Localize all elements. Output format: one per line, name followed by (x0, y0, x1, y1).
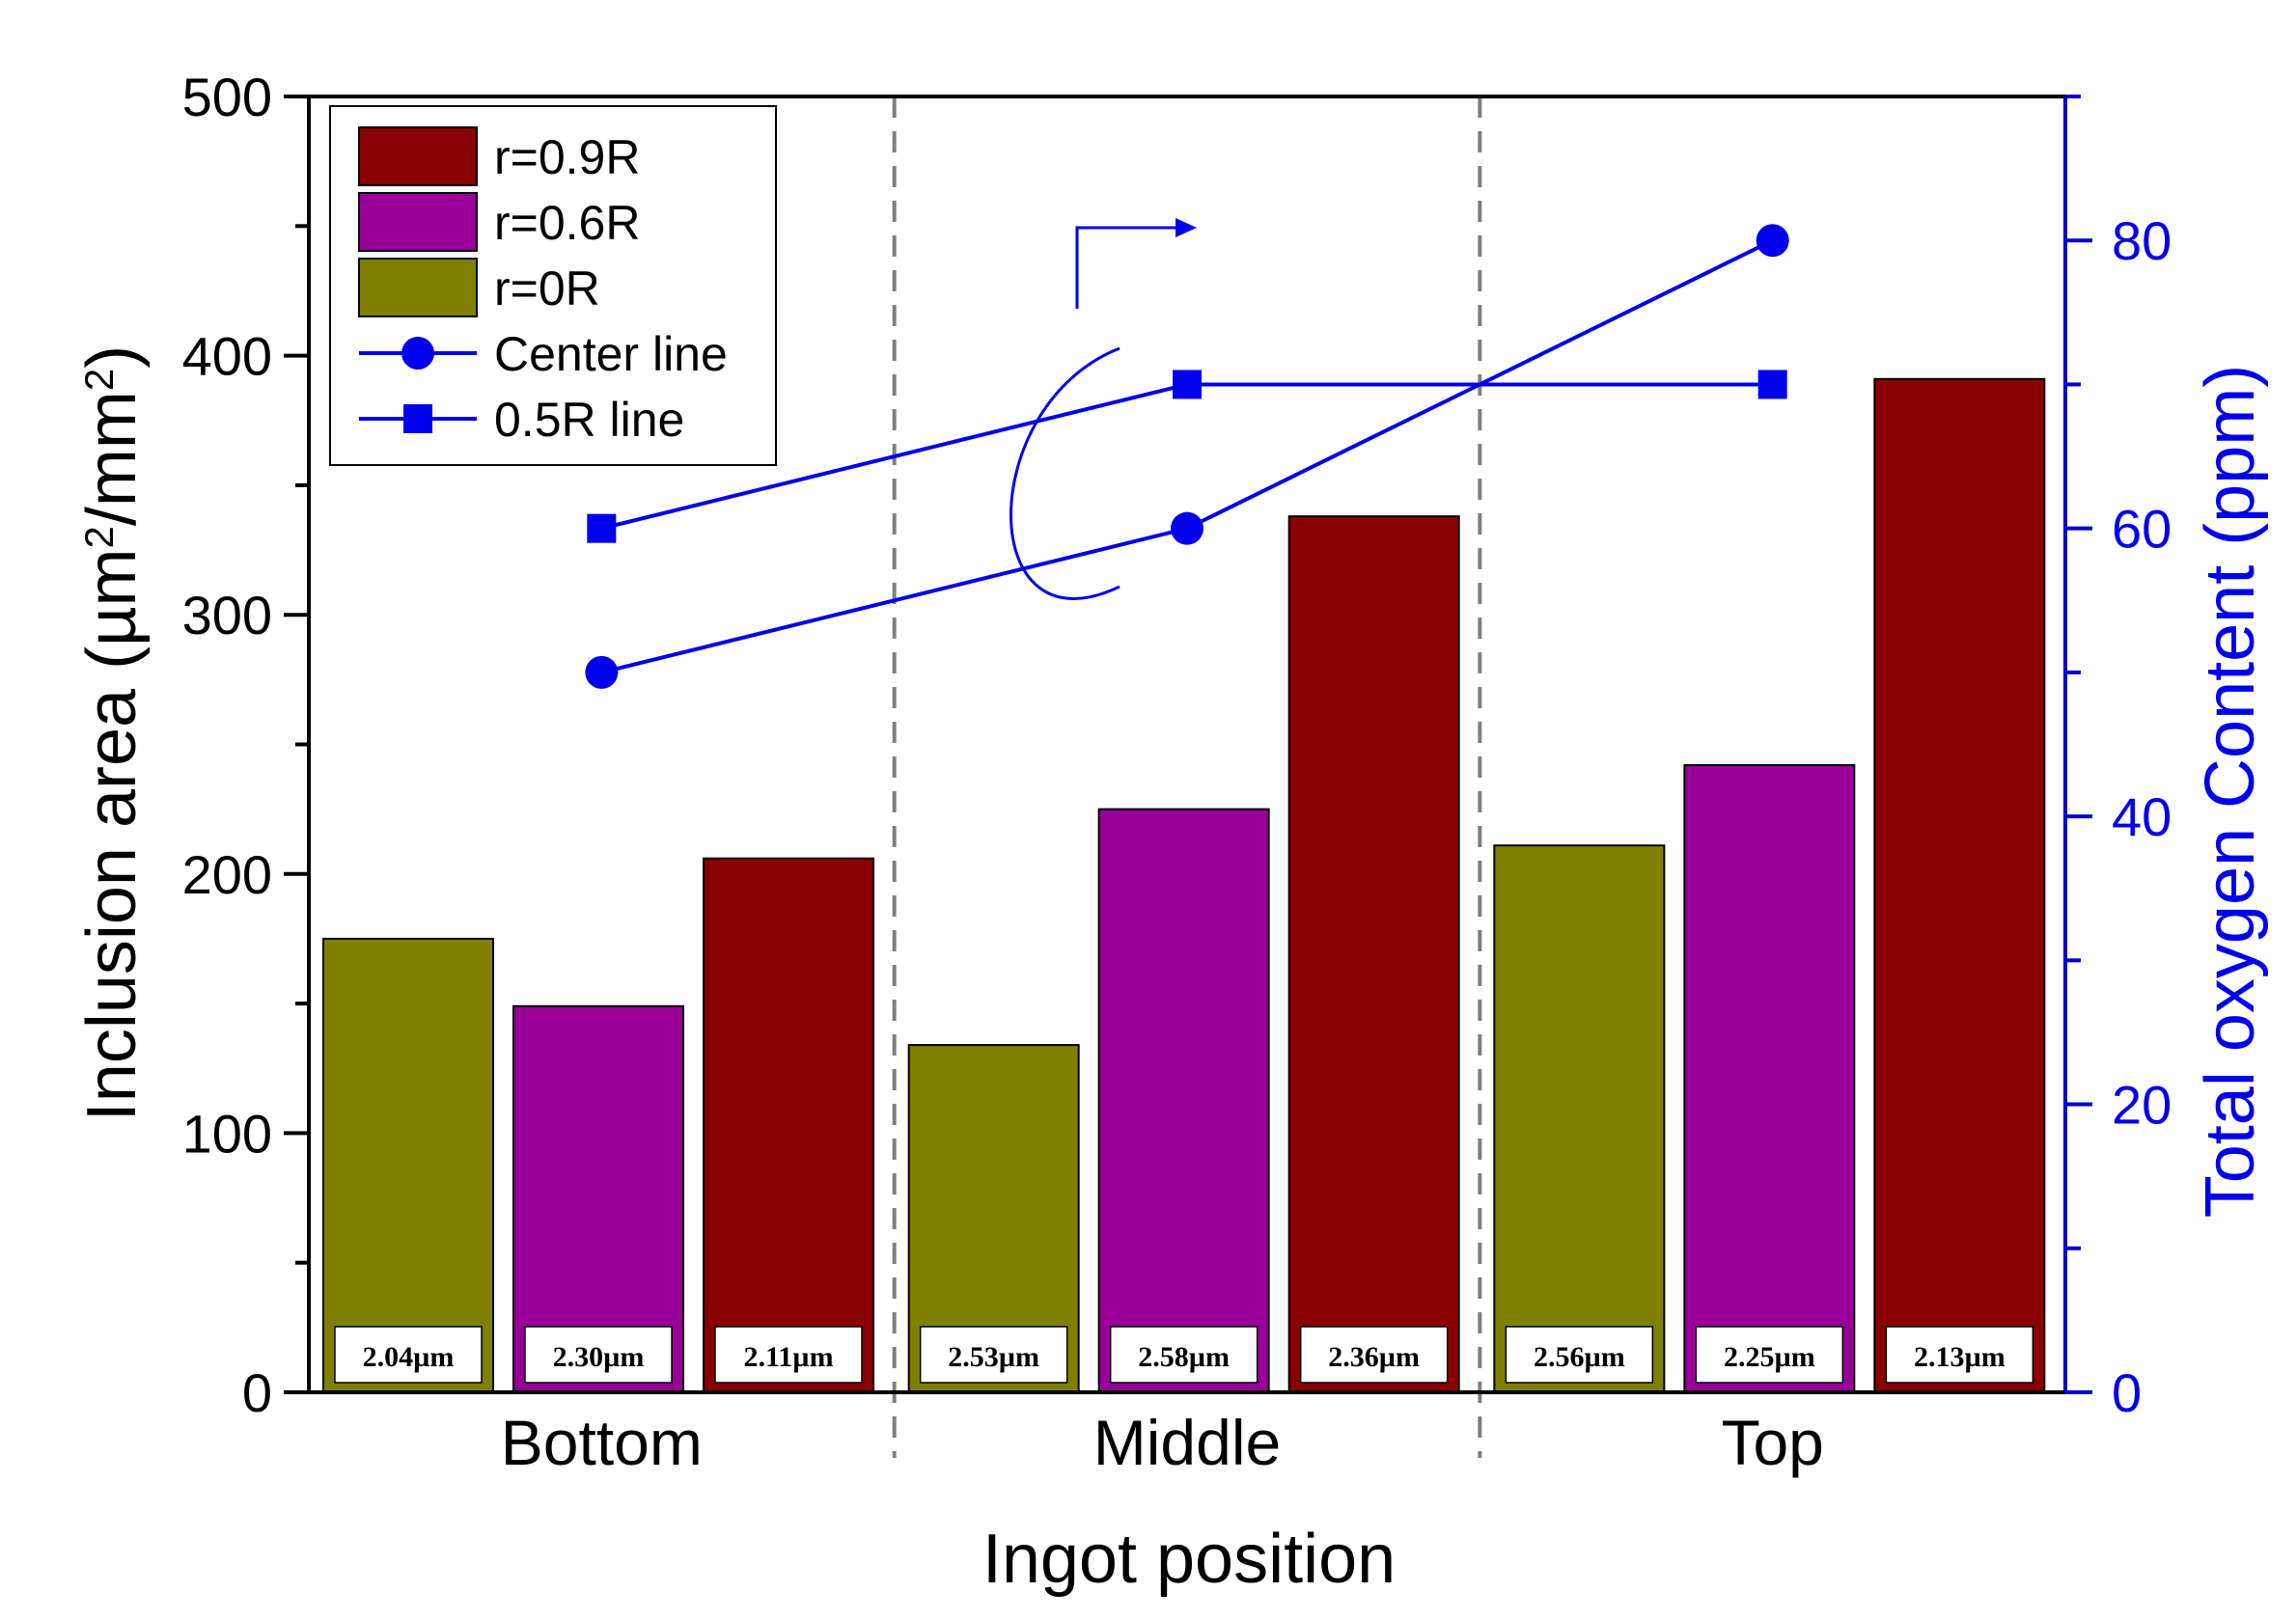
y-axis-title-sup-a: 2 (76, 526, 122, 548)
bar-label-box (1885, 1326, 2034, 1384)
x-category-label: Bottom (501, 1407, 703, 1478)
y-tick-label: 300 (182, 585, 272, 645)
y-axis-title-sup-b: 2 (76, 369, 122, 391)
bar (1287, 515, 1460, 1393)
y-axis-title-unit-b: /mm (73, 391, 151, 526)
y-tick-label: 0 (242, 1362, 272, 1423)
legend-marker (401, 337, 434, 370)
bar (1493, 844, 1666, 1393)
annotation-arrow-line (1075, 226, 1177, 309)
bar-value-label: 2.13µm (1914, 1341, 2006, 1373)
legend-label: r=0.6R (494, 196, 640, 250)
y-tick-label: 100 (182, 1103, 272, 1164)
y-tick-label: 500 (182, 67, 272, 127)
bar-label-box (1505, 1326, 1654, 1384)
bar-label-box (334, 1326, 483, 1384)
legend-swatch (358, 192, 478, 252)
y2-tick-label: 80 (2112, 210, 2172, 271)
legend-label: Center line (494, 327, 728, 381)
line-point (585, 655, 619, 689)
y2-tick-label: 0 (2112, 1362, 2142, 1423)
y2-axis-title: Total oxygen Content (ppm) (2192, 365, 2269, 1218)
y-tick-label: 400 (182, 326, 272, 387)
y-tick-label: 200 (182, 844, 272, 905)
bar (1097, 808, 1270, 1393)
bar-value-label: 2.11µm (743, 1341, 833, 1373)
bar-value-label: 2.53µm (948, 1341, 1039, 1373)
bar-value-label: 2.56µm (1534, 1341, 1625, 1373)
bar (703, 857, 874, 1393)
series-line (600, 382, 1773, 531)
series-line (600, 238, 1774, 674)
y2-tick-label: 20 (2112, 1075, 2172, 1136)
legend-marker (403, 404, 432, 433)
line-point (587, 513, 617, 543)
bar-label-box (1695, 1326, 1844, 1384)
y2-tick-label: 60 (2112, 499, 2172, 560)
bar-value-label: 2.30µm (553, 1341, 645, 1373)
legend-label: r=0R (494, 261, 600, 316)
bar-value-label: 2.36µm (1328, 1341, 1420, 1373)
legend-swatch (358, 258, 478, 317)
bar-value-label: 2.04µm (363, 1341, 455, 1373)
y-axis-title-unit-a: (µm (73, 548, 151, 669)
line-point (1756, 224, 1789, 258)
bar-value-label: 2.25µm (1724, 1341, 1815, 1373)
bar-label-box (1109, 1326, 1259, 1384)
bar-label-box (919, 1326, 1068, 1384)
bar (1873, 377, 2046, 1393)
y2-tick-label: 40 (2112, 786, 2172, 847)
line-point (1757, 370, 1787, 399)
x-category-label: Top (1721, 1407, 1823, 1478)
bar (1683, 763, 1856, 1393)
x-axis-title: Ingot position (982, 1521, 1396, 1598)
bar-value-label: 2.58µm (1138, 1341, 1230, 1373)
bar-label-box (714, 1326, 863, 1384)
annotation-arc (1010, 346, 1120, 600)
annotation-arrowhead (1176, 218, 1197, 237)
bar-label-box (1299, 1326, 1449, 1384)
legend-swatch (358, 126, 478, 186)
y-axis-title-unit-c: ) (73, 345, 151, 369)
bar (322, 937, 494, 1393)
y-axis-title-main: Inclusion area (73, 688, 151, 1121)
bar-label-box (524, 1326, 673, 1384)
line-point (1173, 370, 1202, 399)
line-point (1171, 511, 1203, 545)
legend-label: 0.5R line (494, 393, 684, 447)
x-category-label: Middle (1093, 1407, 1281, 1478)
legend-label: r=0.9R (494, 130, 640, 184)
y-axis-title: Inclusion area (µm2/mm2) (73, 345, 151, 1121)
